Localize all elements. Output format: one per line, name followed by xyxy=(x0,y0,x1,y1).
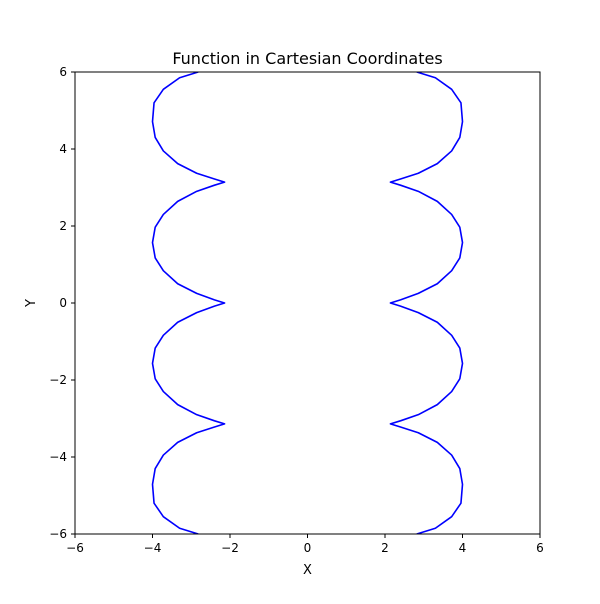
y-tick-label: −4 xyxy=(49,450,67,464)
x-tick-label: −4 xyxy=(144,541,162,555)
x-tick-label: 2 xyxy=(381,541,389,555)
x-tick-label: −6 xyxy=(66,541,84,555)
x-axis-label: X xyxy=(303,563,312,578)
curve-branch-1 xyxy=(389,72,464,534)
plot-curves xyxy=(151,72,464,534)
y-tick-label: 2 xyxy=(59,219,67,233)
x-tick-label: 6 xyxy=(536,541,544,555)
curve-branch-2 xyxy=(151,72,226,534)
chart-title: Function in Cartesian Coordinates xyxy=(172,49,442,68)
y-axis: −6 −4 −2 0 2 4 6 xyxy=(49,65,75,541)
x-tick-label: 0 xyxy=(304,541,312,555)
x-tick-label: 4 xyxy=(459,541,467,555)
x-axis: −6 −4 −2 0 2 4 6 xyxy=(66,534,544,555)
y-axis-label: Y xyxy=(24,299,39,308)
y-tick-label: −2 xyxy=(49,373,67,387)
y-tick-label: 6 xyxy=(59,65,67,79)
x-tick-label: −2 xyxy=(221,541,239,555)
y-tick-label: 4 xyxy=(59,142,67,156)
y-tick-label: −6 xyxy=(49,527,67,541)
y-tick-label: 0 xyxy=(59,296,67,310)
